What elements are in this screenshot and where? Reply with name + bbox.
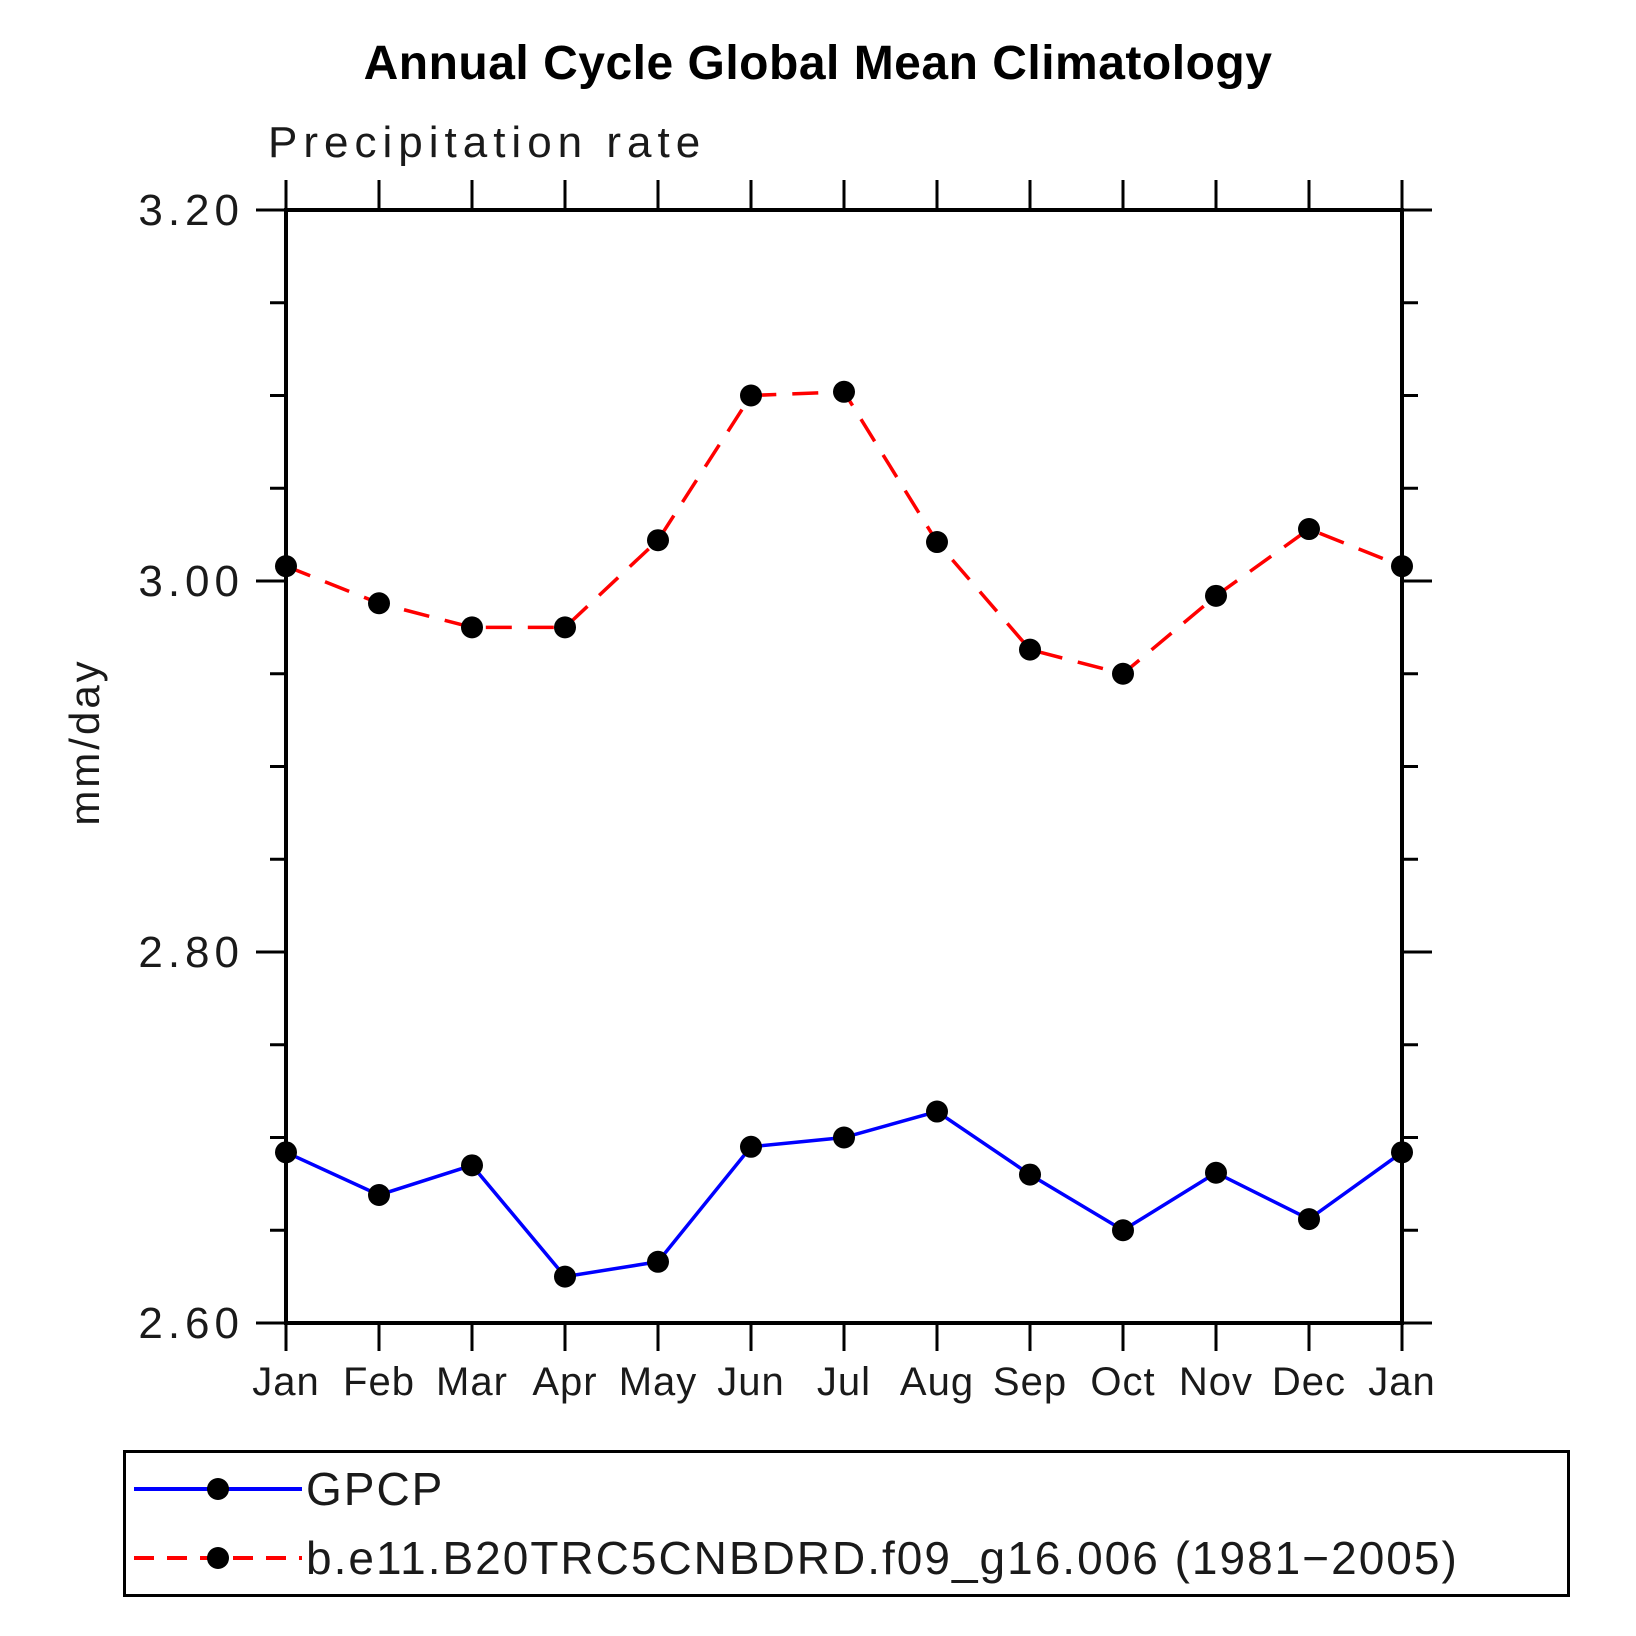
data-point-marker: [833, 1126, 855, 1149]
x-tick-label: Feb: [343, 1360, 415, 1404]
x-tick-label: Jan: [252, 1360, 320, 1404]
legend-line-sample: [134, 1546, 302, 1569]
chart-title: Annual Cycle Global Mean Climatology: [363, 37, 1273, 90]
data-point-marker: [461, 616, 483, 639]
legend-box: GPCP b.e11.B20TRC5CNBDRD.f09_g16.006 (198…: [123, 1450, 1570, 1597]
data-point-marker: [1391, 1141, 1413, 1164]
data-point-marker: [554, 616, 576, 639]
data-point-marker: [1019, 1163, 1041, 1186]
data-point-marker: [275, 555, 297, 578]
legend-label: b.e11.B20TRC5CNBDRD.f09_g16.006 (1981−20…: [306, 1531, 1459, 1584]
legend-item-gpcp: GPCP: [126, 1457, 1567, 1521]
legend-label: GPCP: [306, 1463, 445, 1516]
data-point-marker: [368, 1184, 390, 1207]
legend-line-sample: [134, 1478, 302, 1501]
data-point-marker: [647, 1250, 669, 1273]
series-line-model: [285, 390, 1403, 676]
legend-marker: [207, 1478, 229, 1501]
x-tick-label: Sep: [993, 1360, 1067, 1404]
data-point-marker: [740, 1135, 762, 1158]
data-point-marker: [461, 1154, 483, 1177]
data-point-marker: [926, 1100, 948, 1123]
x-tick-label: Jul: [817, 1360, 871, 1404]
y-tick-label: 2.60: [138, 1299, 244, 1348]
data-point-marker: [647, 529, 669, 552]
x-tick-label: Jun: [717, 1360, 785, 1404]
data-point-marker: [1019, 638, 1041, 661]
y-tick-label: 3.00: [138, 557, 244, 606]
data-point-marker: [1298, 518, 1320, 541]
x-tick-label: Mar: [436, 1360, 508, 1404]
x-tick-label: Jan: [1368, 1360, 1436, 1404]
data-point-marker: [1298, 1208, 1320, 1231]
data-point-marker: [1391, 555, 1413, 578]
y-tick-label: 2.80: [138, 928, 244, 977]
data-point-marker: [1205, 1161, 1227, 1184]
x-tick-label: May: [619, 1360, 698, 1404]
legend-item-model: b.e11.B20TRC5CNBDRD.f09_g16.006 (1981−20…: [126, 1526, 1567, 1590]
x-tick-label: Dec: [1272, 1360, 1346, 1404]
data-point-marker: [368, 592, 390, 615]
data-point-marker: [1112, 662, 1134, 685]
data-point-marker: [926, 531, 948, 554]
y-tick-label: 3.20: [138, 186, 244, 235]
data-point-marker: [1112, 1219, 1134, 1242]
data-point-marker: [740, 384, 762, 407]
x-tick-label: Aug: [900, 1360, 974, 1404]
x-tick-label: Nov: [1179, 1360, 1253, 1404]
x-tick-label: Apr: [532, 1360, 597, 1404]
legend-marker: [207, 1546, 229, 1569]
chart-subtitle: Precipitation rate: [268, 118, 707, 167]
data-point-marker: [275, 1141, 297, 1164]
data-point-marker: [1205, 584, 1227, 607]
data-point-marker: [833, 380, 855, 403]
x-tick-label: Oct: [1090, 1360, 1155, 1404]
axis-frame: [284, 208, 1404, 1325]
data-point-marker: [554, 1265, 576, 1288]
